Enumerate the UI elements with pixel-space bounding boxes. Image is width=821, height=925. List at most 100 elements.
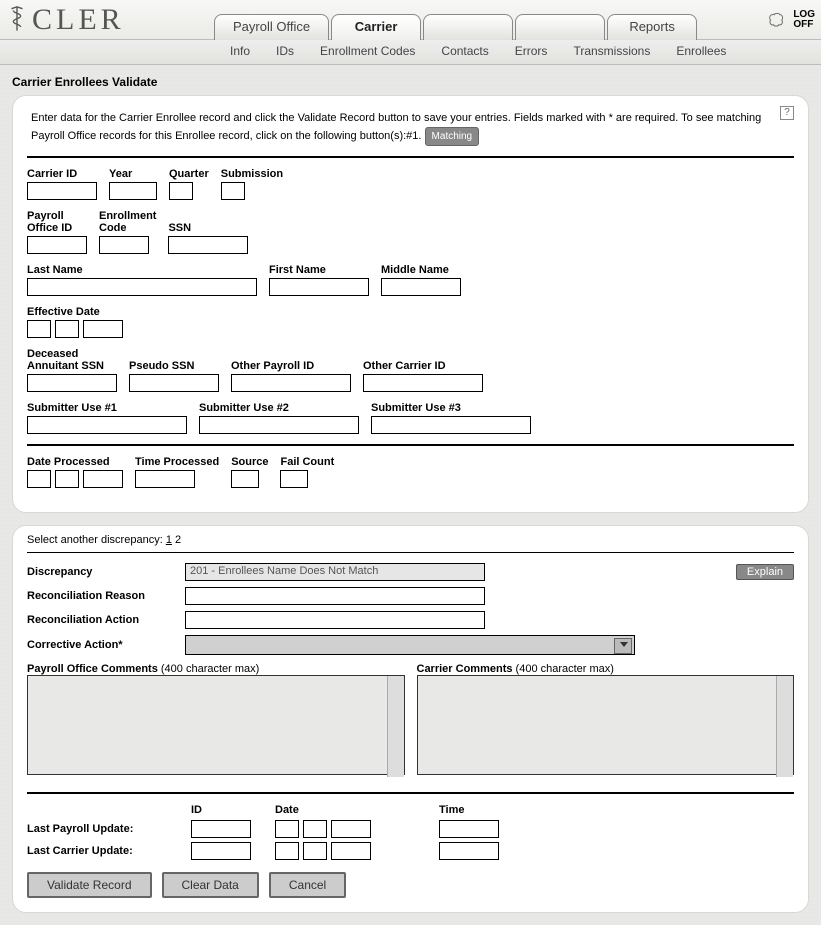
recon-action-field[interactable] <box>185 611 485 629</box>
effective-date-group <box>27 320 123 338</box>
lbl-other-carrier: Other Carrier ID <box>363 360 483 372</box>
lbl-carrier-comments: Carrier Comments <box>417 663 513 675</box>
po-comments-textarea[interactable] <box>27 675 405 775</box>
top-bar: CLER Payroll Office Carrier . . Reports … <box>0 0 821 40</box>
other-payroll-id-field[interactable] <box>231 374 351 392</box>
lbl-submission: Submission <box>221 168 283 180</box>
disc-link-1[interactable]: 1 <box>166 534 172 546</box>
lbl-year: Year <box>109 168 157 180</box>
logoff-line1: LOG <box>793 10 815 20</box>
deceased-ssn-field[interactable] <box>27 374 117 392</box>
submitter-3-field[interactable] <box>371 416 531 434</box>
lbl-fail-count: Fail Count <box>280 456 334 468</box>
first-name-field[interactable] <box>269 278 369 296</box>
cancel-button[interactable]: Cancel <box>269 872 346 898</box>
recon-reason-field[interactable] <box>185 587 485 605</box>
lbl-enroll-code: Enrollment Code <box>99 210 156 234</box>
other-carrier-id-field[interactable] <box>363 374 483 392</box>
page-title: Carrier Enrollees Validate <box>12 75 821 89</box>
pseudo-ssn-field[interactable] <box>129 374 219 392</box>
lc-d2[interactable] <box>303 842 327 860</box>
intro-body: Enter data for the Carrier Enrollee reco… <box>31 112 761 142</box>
subnav-enrollees[interactable]: Enrollees <box>676 44 726 58</box>
lp-d1[interactable] <box>275 820 299 838</box>
logoff-text: LOG OFF <box>793 10 815 30</box>
logoff[interactable]: LOG OFF <box>767 10 815 30</box>
intro-text: Enter data for the Carrier Enrollee reco… <box>31 110 790 146</box>
lbl-time-proc: Time Processed <box>135 456 219 468</box>
logo-text: CLER <box>32 3 125 37</box>
tab-blank-2[interactable]: . <box>515 14 605 40</box>
enrollment-code-field[interactable] <box>99 236 149 254</box>
subnav-info[interactable]: Info <box>230 44 250 58</box>
validate-button[interactable]: Validate Record <box>27 872 152 898</box>
lc-id[interactable] <box>191 842 251 860</box>
tab-reports[interactable]: Reports <box>607 14 697 40</box>
lp-d3[interactable] <box>331 820 371 838</box>
lbl-effective-date: Effective Date <box>27 306 123 318</box>
dp-yyyy[interactable] <box>83 470 123 488</box>
disc-link-2[interactable]: 2 <box>175 534 181 546</box>
tab-payroll-office[interactable]: Payroll Office <box>214 14 329 40</box>
corrective-action-select[interactable] <box>185 635 635 655</box>
lbl-first-name: First Name <box>269 264 369 276</box>
submitter-1-field[interactable] <box>27 416 187 434</box>
subnav-enrollment-codes[interactable]: Enrollment Codes <box>320 44 415 58</box>
last-name-field[interactable] <box>27 278 257 296</box>
lbl-po-comments: Payroll Office Comments <box>27 663 158 675</box>
lc-d1[interactable] <box>275 842 299 860</box>
lp-d2[interactable] <box>303 820 327 838</box>
lbl-discrepancy: Discrepancy <box>27 566 177 578</box>
lbl-payroll-office-id: Payroll Office ID <box>27 210 87 234</box>
payroll-office-id-field[interactable] <box>27 236 87 254</box>
eff-date-dd[interactable] <box>55 320 79 338</box>
submitter-2-field[interactable] <box>199 416 359 434</box>
help-icon[interactable]: ? <box>780 106 794 120</box>
lbl-last-carrier: Last Carrier Update: <box>27 845 177 857</box>
tab-carrier[interactable]: Carrier <box>331 14 421 40</box>
head-time: Time <box>439 804 509 816</box>
subnav-transmissions[interactable]: Transmissions <box>573 44 650 58</box>
quarter-field[interactable] <box>169 182 193 200</box>
dp-mm[interactable] <box>27 470 51 488</box>
lbl-corrective: Corrective Action* <box>27 639 177 651</box>
matching-button[interactable]: Matching <box>425 127 480 146</box>
divider-3 <box>27 552 794 553</box>
source-field[interactable] <box>231 470 259 488</box>
fail-count-field[interactable] <box>280 470 308 488</box>
lbl-middle-name: Middle Name <box>381 264 461 276</box>
ssn-field[interactable] <box>168 236 248 254</box>
carrier-comments-note: (400 character max) <box>512 663 613 675</box>
lbl-quarter: Quarter <box>169 168 209 180</box>
carrier-comments-textarea[interactable] <box>417 675 795 775</box>
clear-button[interactable]: Clear Data <box>162 872 259 898</box>
explain-button[interactable]: Explain <box>736 564 794 580</box>
lbl-sub1: Submitter Use #1 <box>27 402 187 414</box>
subnav-contacts[interactable]: Contacts <box>441 44 488 58</box>
year-field[interactable] <box>109 182 157 200</box>
eff-date-mm[interactable] <box>27 320 51 338</box>
tab-blank-1[interactable]: . <box>423 14 513 40</box>
logoff-line2: OFF <box>793 20 815 30</box>
subnav-errors[interactable]: Errors <box>515 44 548 58</box>
submission-field[interactable] <box>221 182 245 200</box>
lc-time[interactable] <box>439 842 499 860</box>
middle-name-field[interactable] <box>381 278 461 296</box>
time-processed-field[interactable] <box>135 470 195 488</box>
lc-d3[interactable] <box>331 842 371 860</box>
dp-dd[interactable] <box>55 470 79 488</box>
lbl-recon-reason: Reconciliation Reason <box>27 590 177 602</box>
brain-icon <box>767 11 789 29</box>
select-disc-prefix: Select another discrepancy: <box>27 534 166 546</box>
lp-time[interactable] <box>439 820 499 838</box>
app-logo: CLER <box>6 3 206 37</box>
divider <box>27 156 794 158</box>
divider-2 <box>27 444 794 446</box>
lp-id[interactable] <box>191 820 251 838</box>
head-date: Date <box>275 804 425 816</box>
subnav-ids[interactable]: IDs <box>276 44 294 58</box>
eff-date-yyyy[interactable] <box>83 320 123 338</box>
caduceus-icon <box>6 5 28 35</box>
select-discrepancy-line: Select another discrepancy: 1 2 <box>27 534 794 546</box>
carrier-id-field[interactable] <box>27 182 97 200</box>
